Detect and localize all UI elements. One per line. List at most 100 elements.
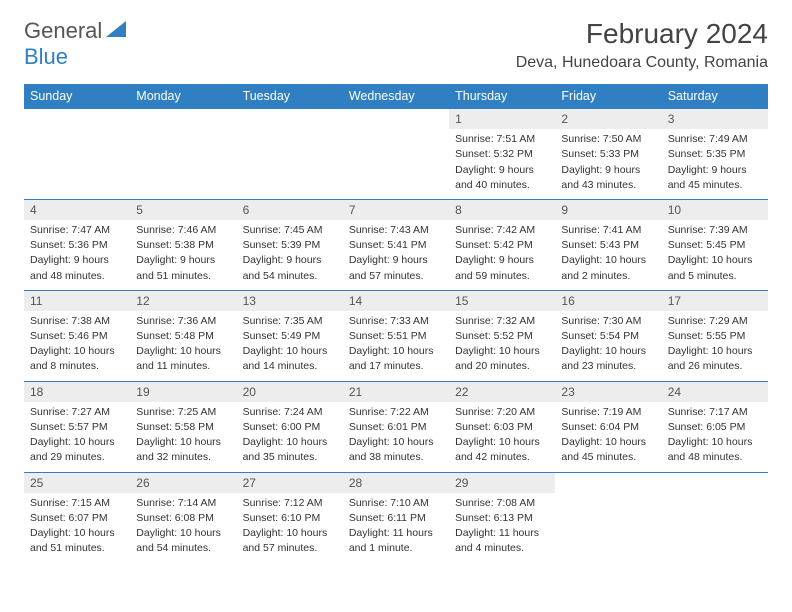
day-line: Sunset: 5:48 PM: [136, 329, 230, 343]
day-number: 6: [237, 200, 343, 220]
day-number: 19: [130, 382, 236, 402]
day-line: Sunset: 5:57 PM: [30, 420, 124, 434]
day-cell-empty: [237, 109, 343, 199]
day-line: Sunrise: 7:15 AM: [30, 496, 124, 510]
day-cell: 7Sunrise: 7:43 AMSunset: 5:41 PMDaylight…: [343, 200, 449, 290]
day-line: Sunset: 5:51 PM: [349, 329, 443, 343]
day-cell: 9Sunrise: 7:41 AMSunset: 5:43 PMDaylight…: [555, 200, 661, 290]
weekday-header: Monday: [130, 84, 236, 108]
day-line: Daylight: 10 hours: [668, 253, 762, 267]
day-number: 16: [555, 291, 661, 311]
day-cell: 27Sunrise: 7:12 AMSunset: 6:10 PMDayligh…: [237, 473, 343, 563]
day-line: Sunrise: 7:49 AM: [668, 132, 762, 146]
day-cell: 28Sunrise: 7:10 AMSunset: 6:11 PMDayligh…: [343, 473, 449, 563]
week-row: 18Sunrise: 7:27 AMSunset: 5:57 PMDayligh…: [24, 381, 768, 472]
day-number: 13: [237, 291, 343, 311]
day-line: and 29 minutes.: [30, 450, 124, 464]
day-line: Sunrise: 7:24 AM: [243, 405, 337, 419]
day-line: Sunset: 5:49 PM: [243, 329, 337, 343]
week-row: 1Sunrise: 7:51 AMSunset: 5:32 PMDaylight…: [24, 108, 768, 199]
day-body: Sunrise: 7:15 AMSunset: 6:07 PMDaylight:…: [24, 493, 130, 563]
day-line: Sunrise: 7:45 AM: [243, 223, 337, 237]
day-body: Sunrise: 7:36 AMSunset: 5:48 PMDaylight:…: [130, 311, 236, 381]
day-line: Sunset: 6:10 PM: [243, 511, 337, 525]
day-cell: 17Sunrise: 7:29 AMSunset: 5:55 PMDayligh…: [662, 291, 768, 381]
day-line: Daylight: 11 hours: [349, 526, 443, 540]
day-body: Sunrise: 7:08 AMSunset: 6:13 PMDaylight:…: [449, 493, 555, 563]
day-number: 4: [24, 200, 130, 220]
day-line: Daylight: 10 hours: [243, 435, 337, 449]
day-line: and 45 minutes.: [668, 178, 762, 192]
day-cell: 18Sunrise: 7:27 AMSunset: 5:57 PMDayligh…: [24, 382, 130, 472]
day-body: Sunrise: 7:46 AMSunset: 5:38 PMDaylight:…: [130, 220, 236, 290]
day-line: Sunrise: 7:27 AM: [30, 405, 124, 419]
day-line: Daylight: 9 hours: [243, 253, 337, 267]
day-cell: 3Sunrise: 7:49 AMSunset: 5:35 PMDaylight…: [662, 109, 768, 199]
day-line: Sunrise: 7:50 AM: [561, 132, 655, 146]
day-line: Daylight: 10 hours: [30, 435, 124, 449]
title-block: February 2024 Deva, Hunedoara County, Ro…: [516, 18, 768, 72]
day-line: and 54 minutes.: [136, 541, 230, 555]
day-line: Sunset: 5:45 PM: [668, 238, 762, 252]
day-line: Sunrise: 7:14 AM: [136, 496, 230, 510]
day-line: Sunrise: 7:51 AM: [455, 132, 549, 146]
day-cell: 1Sunrise: 7:51 AMSunset: 5:32 PMDaylight…: [449, 109, 555, 199]
day-line: and 48 minutes.: [30, 269, 124, 283]
day-cell: 25Sunrise: 7:15 AMSunset: 6:07 PMDayligh…: [24, 473, 130, 563]
day-line: and 42 minutes.: [455, 450, 549, 464]
day-line: Daylight: 9 hours: [668, 163, 762, 177]
day-line: and 38 minutes.: [349, 450, 443, 464]
day-number: 20: [237, 382, 343, 402]
day-body: Sunrise: 7:20 AMSunset: 6:03 PMDaylight:…: [449, 402, 555, 472]
day-line: and 5 minutes.: [668, 269, 762, 283]
day-line: and 4 minutes.: [455, 541, 549, 555]
day-line: Sunrise: 7:12 AM: [243, 496, 337, 510]
day-line: Sunset: 6:01 PM: [349, 420, 443, 434]
day-number: 12: [130, 291, 236, 311]
day-line: and 43 minutes.: [561, 178, 655, 192]
day-line: Sunset: 6:05 PM: [668, 420, 762, 434]
day-line: Sunset: 6:00 PM: [243, 420, 337, 434]
logo-triangle-icon: [106, 21, 126, 42]
day-body: Sunrise: 7:51 AMSunset: 5:32 PMDaylight:…: [449, 129, 555, 199]
day-number: 2: [555, 109, 661, 129]
day-cell: 22Sunrise: 7:20 AMSunset: 6:03 PMDayligh…: [449, 382, 555, 472]
day-number: 17: [662, 291, 768, 311]
day-cell: 12Sunrise: 7:36 AMSunset: 5:48 PMDayligh…: [130, 291, 236, 381]
day-line: and 32 minutes.: [136, 450, 230, 464]
day-line: and 17 minutes.: [349, 359, 443, 373]
weekday-header: Thursday: [449, 84, 555, 108]
weekday-header: Sunday: [24, 84, 130, 108]
day-line: and 26 minutes.: [668, 359, 762, 373]
logo-line2: Blue: [24, 44, 68, 70]
day-line: Sunset: 5:35 PM: [668, 147, 762, 161]
day-body: Sunrise: 7:47 AMSunset: 5:36 PMDaylight:…: [24, 220, 130, 290]
day-line: and 45 minutes.: [561, 450, 655, 464]
day-body: Sunrise: 7:30 AMSunset: 5:54 PMDaylight:…: [555, 311, 661, 381]
day-body: Sunrise: 7:35 AMSunset: 5:49 PMDaylight:…: [237, 311, 343, 381]
day-number: 22: [449, 382, 555, 402]
day-line: Sunset: 5:42 PM: [455, 238, 549, 252]
day-body: Sunrise: 7:38 AMSunset: 5:46 PMDaylight:…: [24, 311, 130, 381]
day-cell: 19Sunrise: 7:25 AMSunset: 5:58 PMDayligh…: [130, 382, 236, 472]
weekday-header: Saturday: [662, 84, 768, 108]
day-body: Sunrise: 7:32 AMSunset: 5:52 PMDaylight:…: [449, 311, 555, 381]
day-line: Sunrise: 7:46 AM: [136, 223, 230, 237]
day-line: Daylight: 10 hours: [349, 344, 443, 358]
logo-text-1: General: [24, 18, 102, 44]
day-line: Sunset: 5:43 PM: [561, 238, 655, 252]
day-number: 26: [130, 473, 236, 493]
day-number: 21: [343, 382, 449, 402]
day-body: Sunrise: 7:33 AMSunset: 5:51 PMDaylight:…: [343, 311, 449, 381]
day-line: and 59 minutes.: [455, 269, 549, 283]
day-line: Sunrise: 7:42 AM: [455, 223, 549, 237]
day-body: Sunrise: 7:14 AMSunset: 6:08 PMDaylight:…: [130, 493, 236, 563]
day-line: Sunrise: 7:20 AM: [455, 405, 549, 419]
day-cell: 11Sunrise: 7:38 AMSunset: 5:46 PMDayligh…: [24, 291, 130, 381]
day-number: 27: [237, 473, 343, 493]
day-cell: 21Sunrise: 7:22 AMSunset: 6:01 PMDayligh…: [343, 382, 449, 472]
day-line: and 48 minutes.: [668, 450, 762, 464]
day-line: and 11 minutes.: [136, 359, 230, 373]
day-number: 8: [449, 200, 555, 220]
day-body: Sunrise: 7:10 AMSunset: 6:11 PMDaylight:…: [343, 493, 449, 563]
